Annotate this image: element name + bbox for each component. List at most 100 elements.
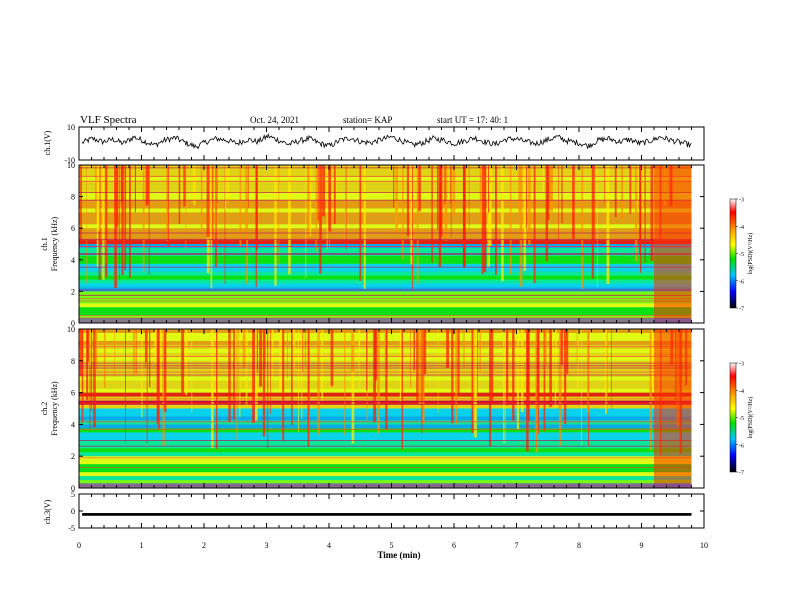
ch1-spectrogram-burst-56 bbox=[597, 165, 598, 288]
ch2-spectrogram-burst-11 bbox=[457, 329, 460, 393]
ch3-waveform-ytick-label-0: 5 bbox=[71, 490, 75, 499]
ch1-spectrogram-ytick-label-5: 10 bbox=[67, 161, 75, 170]
ch2-spectrogram-burst-132 bbox=[156, 329, 159, 424]
ch1-spectrogram-burst-40 bbox=[487, 165, 490, 268]
start-time-label: start UT = 17: 40: 1 bbox=[437, 115, 508, 125]
ch2-spectrogram-burst-82 bbox=[516, 329, 520, 430]
ch1-spectrogram-band-38 bbox=[79, 168, 692, 173]
x-tick-label-10: 10 bbox=[700, 541, 708, 550]
ch1-spectrogram-burst-21 bbox=[444, 165, 448, 241]
ch2-spectrogram-burst-32 bbox=[455, 329, 458, 425]
ch2-spectrogram-burst-2 bbox=[330, 329, 334, 387]
ch2-spectrogram-burst-57 bbox=[181, 329, 185, 397]
ch1-spectrogram-burst-95 bbox=[124, 165, 127, 271]
ch2-spectrogram-burst-133 bbox=[211, 329, 214, 449]
ch1-spectrogram-burst-134 bbox=[412, 165, 413, 290]
ch1-spectrogram-burst-120 bbox=[239, 165, 242, 248]
ch2-spectrogram-ytick-label-2: 4 bbox=[71, 420, 75, 429]
ch1-spectrogram-band-14 bbox=[79, 263, 692, 268]
ch1-spectrogram-band-29 bbox=[79, 204, 692, 209]
ch1-spectrogram-burst-129 bbox=[210, 165, 213, 289]
ch2-spectrogram-band-2 bbox=[79, 476, 692, 481]
ch2-spectrogram-burst-66 bbox=[558, 329, 562, 446]
ch1-spectrogram-ylabel-1: Frequency (kHz) bbox=[50, 216, 59, 271]
ch1-spectrogram-burst-94 bbox=[410, 165, 414, 265]
ch1-spectrogram-burst-86 bbox=[345, 165, 346, 240]
ch2-spectrogram-burst-3 bbox=[581, 329, 582, 446]
ch2-spectrogram-burst-37 bbox=[317, 329, 320, 435]
ch1-spectrogram-burst-99 bbox=[614, 165, 617, 218]
ch1-spectrogram-burst-67 bbox=[406, 165, 409, 237]
ch2-spectrogram-burst-134 bbox=[135, 329, 137, 375]
ch2-spectrogram-burst-20 bbox=[235, 329, 238, 379]
ch1-spectrogram-burst-130 bbox=[488, 165, 490, 213]
date-label: Oct. 24, 2021 bbox=[250, 115, 299, 125]
ch2-spectrogram-burst-98 bbox=[86, 329, 89, 401]
ch2-colorbar: -3 -4 -5 -6 -7 log(PSD)(V²/Hz) bbox=[729, 362, 754, 477]
ch1-spectrogram-burst-37 bbox=[200, 165, 203, 231]
ch1-spectrogram-band-34 bbox=[79, 184, 692, 189]
ch1-colorbar: -3 -4 -5 -6 -7 log(PSD)(V²/Hz) bbox=[729, 198, 754, 313]
ch1-spectrogram-burst-81 bbox=[395, 165, 398, 234]
ch1-spectrogram-burst-49 bbox=[644, 165, 646, 263]
ch1-spectrogram-band-3 bbox=[79, 307, 692, 312]
ch1-spectrogram-burst-53 bbox=[402, 165, 404, 260]
ch2-spectrogram-burst-106 bbox=[577, 329, 579, 393]
ch1-spectrogram-band-19 bbox=[79, 244, 692, 248]
ch2-spectrogram-burst-137 bbox=[479, 329, 481, 371]
ch1-spectrogram-band-18 bbox=[79, 247, 692, 252]
ch2-spectrogram-burst-58 bbox=[271, 329, 274, 378]
ch1-spectrogram-band-23 bbox=[79, 228, 692, 233]
ch1-spectrogram-burst-118 bbox=[255, 165, 257, 288]
ch1-spectrogram-ytick-label-0: 0 bbox=[71, 319, 75, 328]
ch2-spectrogram-burst-139 bbox=[159, 329, 162, 389]
ch2-spectrogram-band-11 bbox=[79, 440, 692, 445]
ch2-spectrogram-burst-89 bbox=[298, 329, 299, 432]
ch1-spectrogram-burst-136 bbox=[104, 165, 108, 278]
ch2-spectrogram-burst-125 bbox=[471, 329, 474, 433]
ch1-spectrogram-band-21 bbox=[79, 236, 692, 241]
ch1-spectrogram-burst-76 bbox=[224, 165, 227, 211]
ch2-spectrogram-burst-117 bbox=[554, 329, 557, 409]
ch2-spectrogram-band-13 bbox=[79, 432, 692, 437]
ch1-spectrogram-burst-72 bbox=[328, 165, 332, 232]
ch1-spectrogram-burst-125 bbox=[449, 165, 451, 204]
x-tick-label-1: 1 bbox=[140, 541, 144, 550]
ch2-spectrogram-colorbar-tick-label-1: -4 bbox=[739, 389, 744, 395]
ch2-spectrogram-burst-38 bbox=[146, 329, 148, 444]
x-tick-label-0: 0 bbox=[77, 541, 81, 550]
ch1-spectrogram-burst-74 bbox=[581, 165, 584, 289]
ch2-spectrogram-burst-101 bbox=[262, 329, 266, 437]
ch2-spectrogram-burst-28 bbox=[564, 329, 567, 424]
ch2-spectrogram-burst-61 bbox=[291, 329, 293, 425]
chart-title: VLF Spectra bbox=[80, 114, 137, 126]
ch1-spectrogram-ytick-label-3: 6 bbox=[71, 224, 75, 233]
ch1-spectrogram-burst-121 bbox=[166, 165, 169, 241]
ch2-spectrogram-burst-30 bbox=[503, 329, 505, 444]
ch2-spectrogram-burst-55 bbox=[544, 329, 547, 366]
ch1-spectrogram-band-6 bbox=[79, 295, 692, 300]
ch1-spectrogram-end-block bbox=[654, 165, 692, 323]
ch1-spectrogram-burst-7 bbox=[561, 165, 563, 223]
ch1-spectrogram-burst-1 bbox=[501, 165, 504, 282]
ch1-spectrogram-burst-71 bbox=[116, 165, 119, 228]
ch1-spectrogram-band-31 bbox=[79, 196, 692, 201]
x-tick-label-6: 6 bbox=[452, 541, 456, 550]
ch2-spectrogram-burst-12 bbox=[358, 329, 360, 370]
ch1-spectrogram-band-9 bbox=[79, 283, 692, 288]
ch2-spectrogram-burst-81 bbox=[576, 329, 578, 364]
ch1-spectrogram-burst-104 bbox=[431, 165, 433, 263]
ch2-spectrogram-ytick-label-4: 8 bbox=[71, 357, 75, 366]
ch1-spectrogram-burst-51 bbox=[639, 165, 641, 254]
ch1-spectrogram-band-26 bbox=[79, 216, 692, 221]
ch1-spectrogram-burst-105 bbox=[322, 165, 325, 217]
x-tick-label-7: 7 bbox=[515, 541, 519, 550]
ch3-waveform-ylabel: ch.3(V) bbox=[43, 499, 52, 524]
ch2-spectrogram-burst-99 bbox=[90, 329, 93, 411]
ch1-spectrogram-burst-79 bbox=[206, 165, 210, 238]
ch2-spectrogram-burst-36 bbox=[421, 329, 425, 424]
ch1-spectrogram-band-37 bbox=[79, 172, 692, 177]
ch1-spectrogram-burst-50 bbox=[102, 165, 105, 280]
x-tick-label-9: 9 bbox=[640, 541, 644, 550]
